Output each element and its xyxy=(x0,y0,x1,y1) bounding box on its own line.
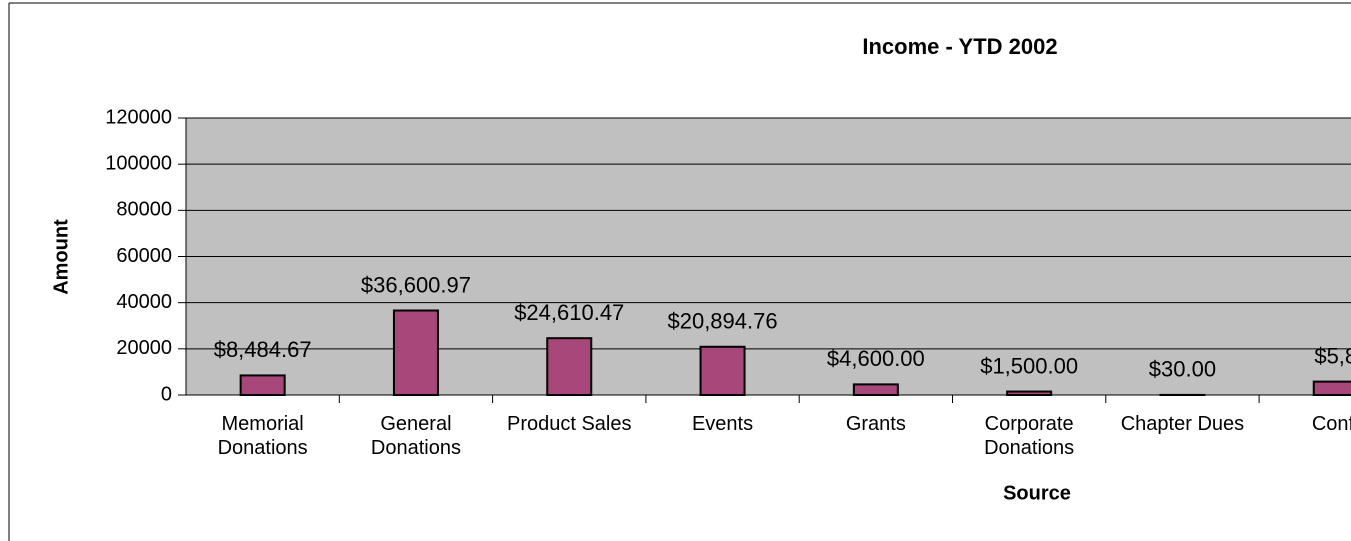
bar xyxy=(1312,380,1351,396)
y-tick-label: 40000 xyxy=(116,291,172,313)
bar xyxy=(852,383,899,396)
x-axis-label: Source xyxy=(1003,482,1071,504)
bar xyxy=(239,374,286,396)
y-axis-label: Amount xyxy=(50,219,72,295)
y-tick-label: 80000 xyxy=(116,199,172,221)
x-tick-label: General Donations xyxy=(370,413,461,459)
value-label: $5,8 xyxy=(1314,343,1351,368)
x-tick-label: Chapter Dues xyxy=(1120,413,1245,435)
value-label: $36,600.97 xyxy=(361,272,471,297)
value-label: $20,894.76 xyxy=(667,309,777,334)
bar xyxy=(699,345,746,396)
value-label: $4,600.00 xyxy=(827,346,925,371)
bar xyxy=(546,337,593,396)
x-tick-label: Grants xyxy=(845,413,906,435)
value-label: $1,500.00 xyxy=(980,353,1078,378)
value-label: $8,484.67 xyxy=(214,337,312,362)
y-tick-label: 100000 xyxy=(105,152,172,174)
bar xyxy=(392,309,439,396)
y-tick-label: 60000 xyxy=(116,245,172,267)
value-label: $24,610.47 xyxy=(514,300,624,325)
y-tick-label: 120000 xyxy=(105,106,172,128)
x-tick-label: Events xyxy=(691,413,754,435)
y-tick-label: 0 xyxy=(161,383,172,405)
x-tick-label: Corporate Donations xyxy=(984,413,1075,459)
x-tick-label: Conf. xyxy=(1311,413,1351,435)
x-tick-label: Memorial Donations xyxy=(217,413,308,459)
value-label: $30.00 xyxy=(1149,357,1216,382)
bar xyxy=(1006,390,1053,397)
chart-title: Income - YTD 2002 xyxy=(862,34,1057,59)
x-tick-label: Product Sales xyxy=(506,413,632,435)
y-tick-label: 20000 xyxy=(116,337,172,359)
